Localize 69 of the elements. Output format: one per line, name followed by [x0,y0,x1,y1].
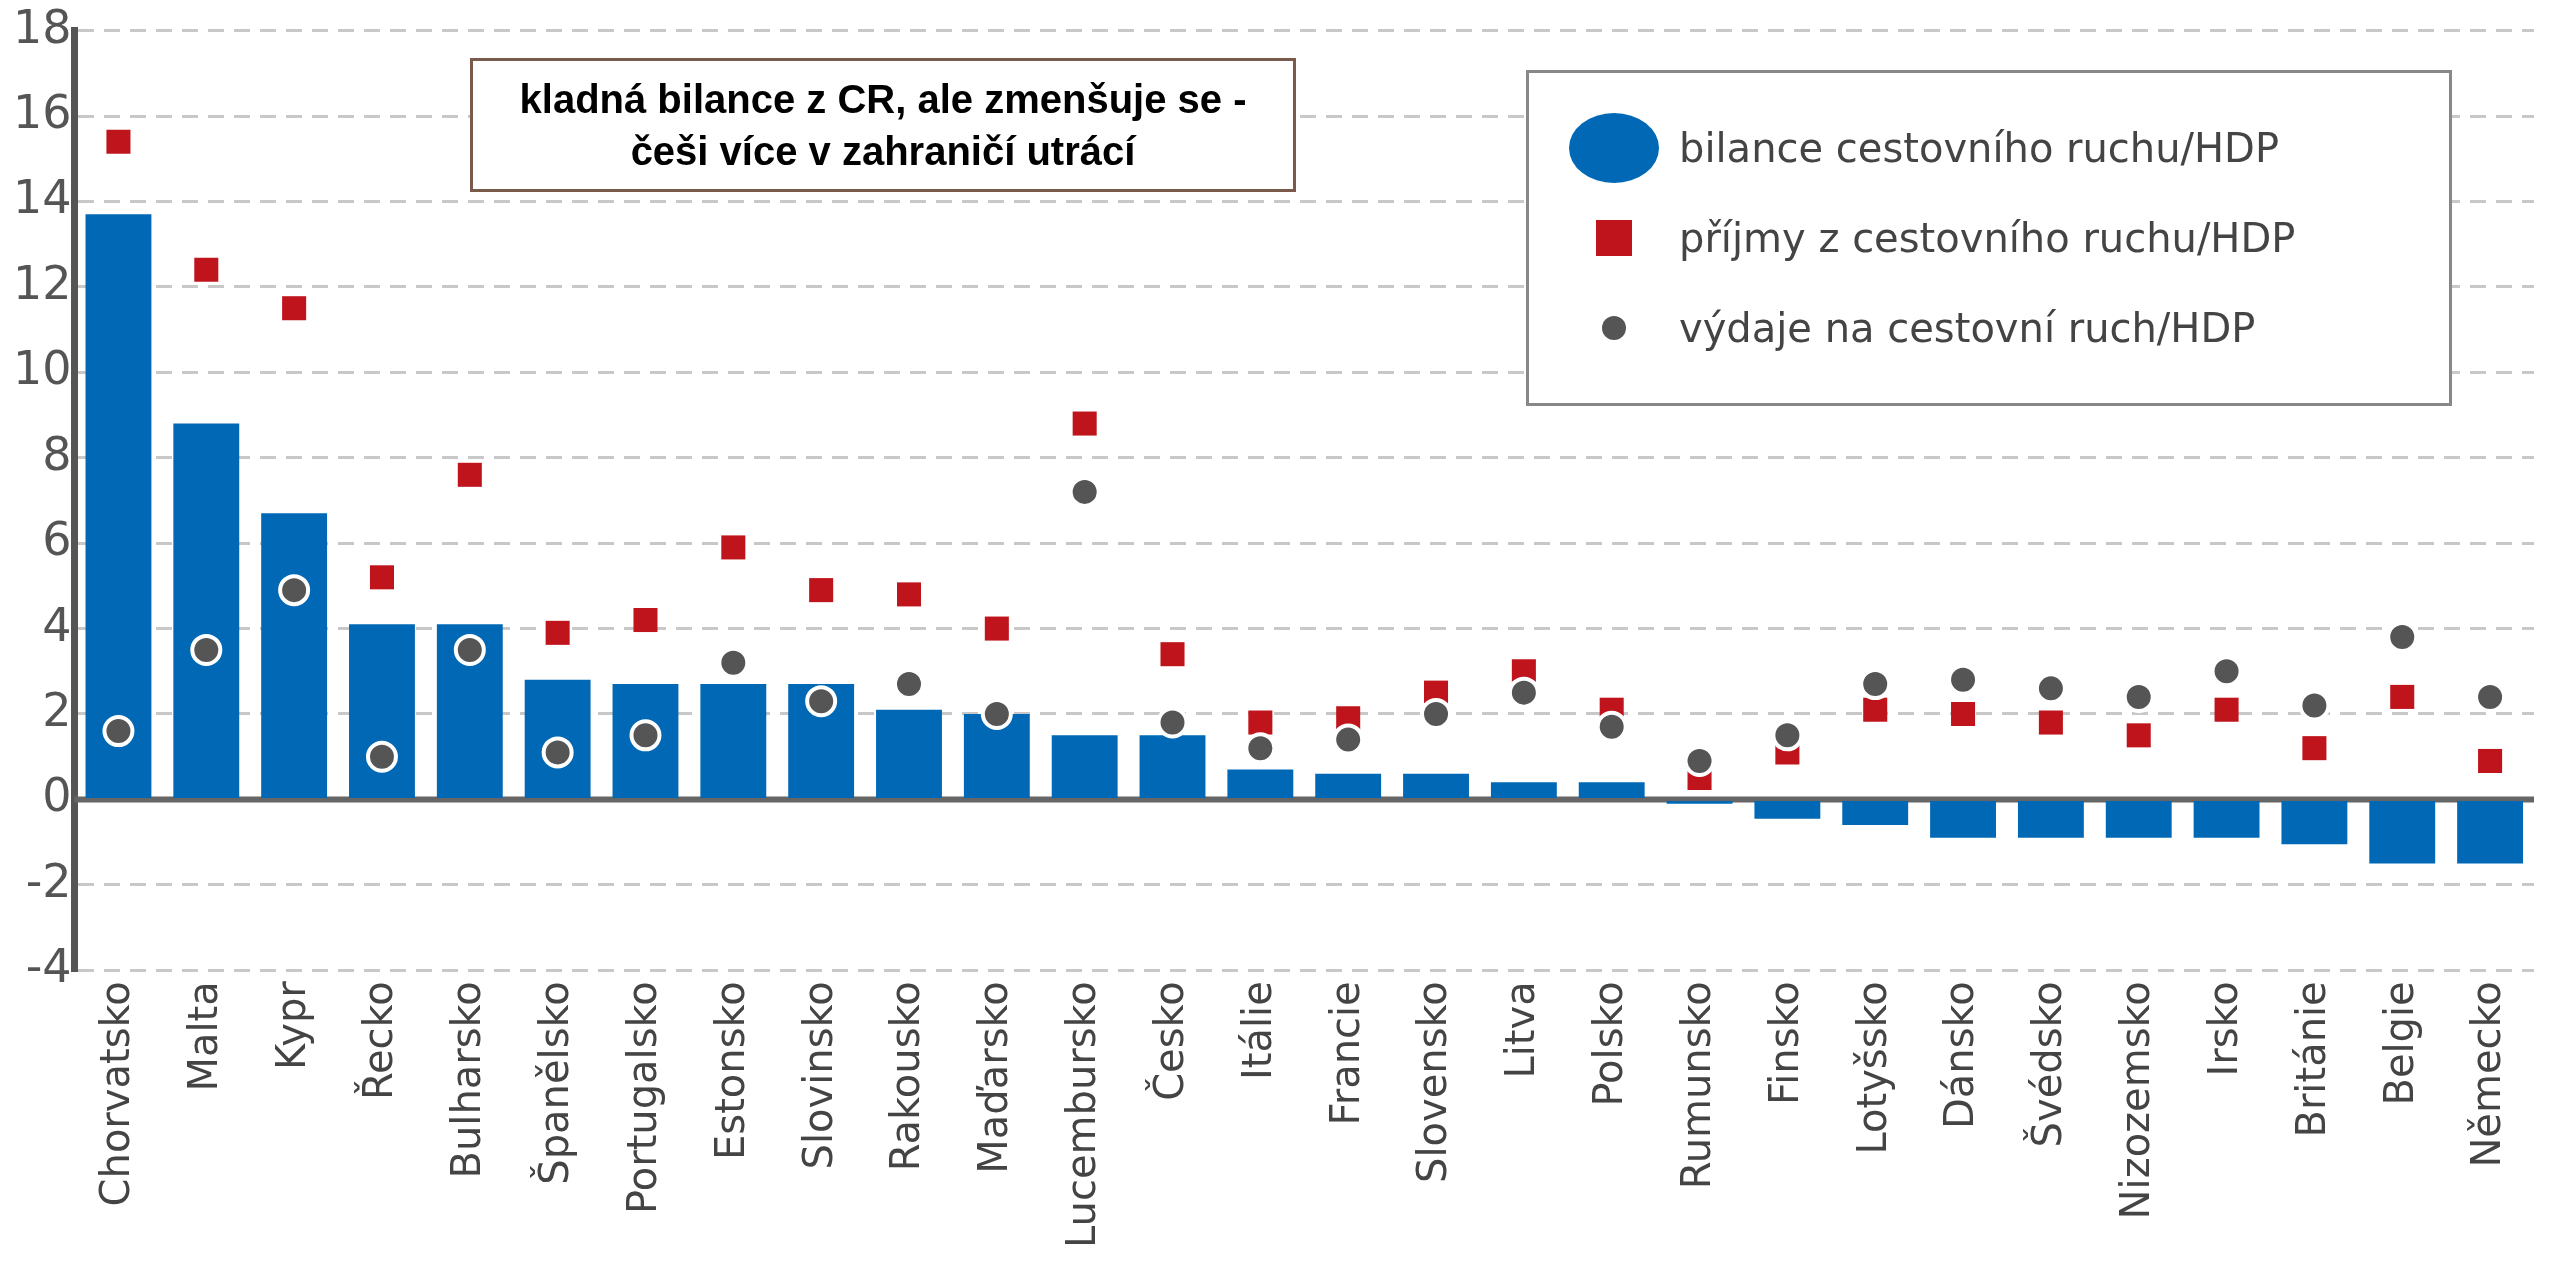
y-tick-label: 14 [12,170,72,225]
y-tick-label: 2 [42,682,72,737]
y-tick-label: 0 [42,768,72,823]
bar [963,713,1030,798]
bar [876,709,942,798]
x-tick-label: Maďarsko [970,981,1017,1174]
bar [1842,800,1909,826]
y-tick-label: 6 [42,512,72,567]
y-tick-label: -2 [25,853,72,908]
bar [1490,782,1557,798]
bar [1403,773,1469,798]
x-tick-label: Lucembursko [1058,981,1105,1249]
x-tick-label: Česko [1144,981,1192,1101]
x-tick-label: Kypr [267,980,314,1071]
x-tick-label: Lotyšsko [1848,981,1895,1155]
bar [2457,800,2524,864]
bar [349,624,415,798]
x-tick-label: Dánsko [1936,981,1983,1129]
x-tick-label: Itálie [1233,981,1280,1081]
x-tick-label: Německo [2463,981,2510,1168]
x-tick-label: Slovinsko [794,981,841,1170]
x-tick-label: Švédsko [2023,981,2071,1148]
bar [1578,782,1645,798]
x-tick-label: Irsko [2199,981,2246,1077]
x-tick-label: Bulharsko [443,981,490,1179]
bar [2193,800,2260,838]
x-tick-label: Belgie [2375,981,2422,1106]
y-tick-label: 4 [42,597,72,652]
bar [2105,800,2172,838]
x-tick-label: Portugalsko [618,981,665,1214]
bar [1315,773,1382,798]
bar [173,423,240,798]
bar [1666,800,1733,804]
legend-label: bilance cestovního ruchu/HDP [1679,125,2280,171]
x-tick-label: Estonsko [706,981,753,1160]
y-tick-label: 12 [12,255,72,310]
y-tick-label: 10 [12,341,72,396]
x-tick-label: Finsko [1760,981,1807,1105]
x-tick-label: Malta [179,981,226,1092]
x-tick-label: Řecko [354,981,402,1101]
x-tick-label: Rumunsko [1672,981,1719,1190]
bar [2017,800,2084,838]
x-tick-label: Polsko [1585,981,1632,1107]
bar [261,513,328,798]
bar [1754,800,1821,819]
y-tick-label: 18 [12,0,72,54]
bar [1930,800,1996,838]
bar [700,684,767,798]
x-tick-label: Francie [1321,981,1368,1126]
bar [436,624,503,798]
bar [2369,800,2436,864]
y-tick-label: 8 [42,426,72,481]
bar [1139,735,1206,798]
x-tick-label: Litva [1497,981,1544,1079]
legend-label: příjmy z cestovního ruchu/HDP [1679,215,2296,261]
y-tick-label: 16 [12,84,72,139]
bar [1051,735,1118,798]
x-tick-label: Rakousko [882,981,929,1172]
x-tick-label: Británie [2287,981,2334,1138]
legend-label: výdaje na cestovní ruch/HDP [1679,305,2256,351]
x-tick-label: Slovensko [1409,981,1456,1183]
bar [1227,769,1294,798]
annotation: kladná bilance z CR, ale zmenšuje se - češi více v zahraničí utrácí [470,58,1296,192]
y-tick-label: -4 [25,939,72,994]
x-tick-label: Chorvatsko [91,981,138,1207]
bar [85,214,152,798]
x-tick-label: Španělsko [530,981,578,1185]
bar [2281,800,2348,845]
x-tick-label: Nizozemsko [2112,981,2159,1220]
